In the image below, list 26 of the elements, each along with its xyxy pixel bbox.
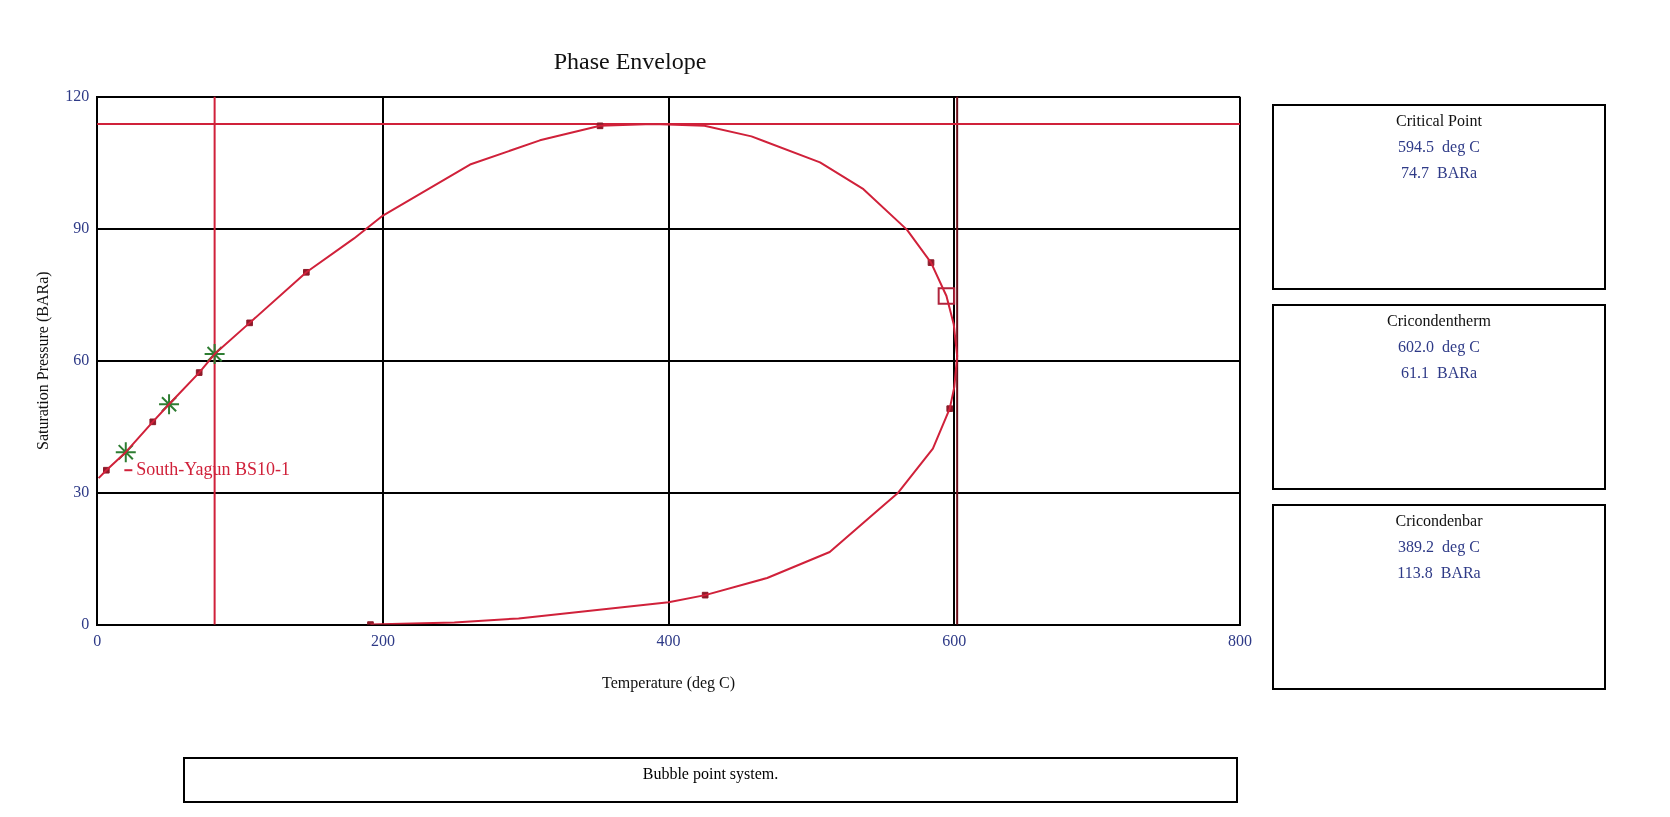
y-tick-label: 90 — [73, 218, 90, 236]
point — [203, 343, 226, 366]
text: 389.2 deg C — [1397, 538, 1481, 556]
text: 602.0 deg C — [1397, 338, 1481, 356]
point — [937, 287, 956, 305]
x-tick-label: 600 — [942, 632, 967, 650]
text: Bubble point system. — [183, 757, 1238, 803]
text: Cricondenbar — [1394, 512, 1484, 530]
x-axis-title: Temperature (deg C) — [602, 673, 736, 692]
y-axis-title: Saturation Pressure (BARa) — [33, 271, 52, 451]
x-tick-label: 800 — [1228, 632, 1252, 650]
text: 113.8 BARa — [1396, 564, 1482, 582]
x-tick-label: 0 — [93, 632, 102, 650]
chart-title: Phase Envelope — [553, 47, 707, 74]
text: 594.5 deg C — [1397, 138, 1481, 156]
x-tick-label: 200 — [370, 632, 395, 650]
x-tick-label: 400 — [656, 632, 681, 650]
text: 61.1 BARa — [1400, 364, 1478, 382]
y-tick-label: 120 — [65, 87, 90, 104]
text: 74.7 BARa — [1400, 164, 1478, 182]
text: Critical Point — [1395, 112, 1483, 130]
y-tick-label: 0 — [81, 614, 90, 632]
text: Cricondentherm — [1386, 312, 1492, 330]
y-tick-label: 30 — [73, 482, 90, 500]
y-tick-label: 60 — [73, 350, 90, 368]
point — [158, 393, 181, 416]
